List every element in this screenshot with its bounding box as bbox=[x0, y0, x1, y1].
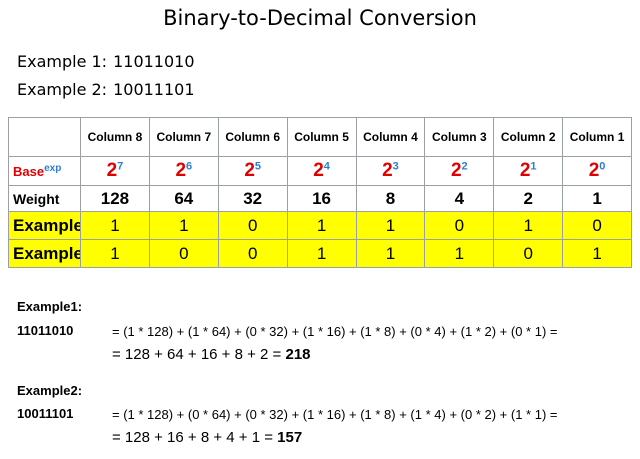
work-2-sum-expression: = 128 + 16 + 8 + 4 + 1 = bbox=[112, 429, 273, 446]
weight-cell: 1 bbox=[562, 185, 632, 212]
bit-cell: 1 bbox=[80, 239, 150, 268]
column-header: Column 2 bbox=[493, 117, 564, 157]
weight-cell: 4 bbox=[424, 185, 495, 212]
work-2-expansion: = (1 * 128) + (0 * 64) + (0 * 32) + (1 *… bbox=[112, 407, 558, 422]
work-1-binary: 11011010 bbox=[17, 323, 74, 338]
power-cell: 23 bbox=[355, 156, 426, 186]
work-2-binary: 10011101 bbox=[17, 406, 74, 421]
weight-row: Weight 128 64 32 16 8 4 2 1 bbox=[8, 185, 632, 212]
work-2-label: Example2: bbox=[17, 383, 83, 398]
work-2-sum: = 128 + 16 + 8 + 4 + 1 = 157 bbox=[112, 429, 302, 446]
column-header: Column 1 bbox=[562, 117, 632, 157]
bit-cell: 1 bbox=[493, 211, 564, 240]
weight-cell: 128 bbox=[80, 185, 150, 212]
power-cell: 25 bbox=[217, 156, 288, 186]
power-cell: 22 bbox=[424, 156, 495, 186]
base-row: Baseexp 27 26 25 24 23 22 21 20 bbox=[8, 156, 632, 186]
example1-row: Example1 1 1 0 1 1 0 1 0 bbox=[8, 211, 632, 240]
example-1-line: Example 1: 11011010 bbox=[17, 52, 195, 71]
bit-cell: 0 bbox=[217, 211, 288, 240]
work-1-label: Example1: bbox=[17, 299, 83, 314]
work-1-expansion: = (1 * 128) + (1 * 64) + (0 * 32) + (1 *… bbox=[112, 324, 558, 339]
work-2-result: 157 bbox=[277, 429, 303, 446]
example-2-label: Example 2: bbox=[17, 80, 108, 99]
bit-cell: 1 bbox=[355, 239, 426, 268]
weight-cell: 64 bbox=[148, 185, 219, 212]
work-1-result: 218 bbox=[285, 346, 311, 363]
example-1-value: 11011010 bbox=[113, 52, 195, 71]
weight-row-label: Weight bbox=[8, 185, 81, 212]
power-cell: 26 bbox=[148, 156, 219, 186]
power-cell: 27 bbox=[80, 156, 150, 186]
work-1-sum: = 128 + 64 + 16 + 8 + 2 = 218 bbox=[112, 346, 311, 363]
example-2-line: Example 2: 10011101 bbox=[17, 80, 195, 99]
power-cell: 24 bbox=[286, 156, 357, 186]
bit-cell: 0 bbox=[424, 211, 495, 240]
column-header: Column 5 bbox=[286, 117, 357, 157]
column-header: Column 3 bbox=[424, 117, 495, 157]
column-header: Column 7 bbox=[148, 117, 219, 157]
column-header: Column 8 bbox=[80, 117, 150, 157]
bit-cell: 1 bbox=[355, 211, 426, 240]
bit-cell: 1 bbox=[80, 211, 150, 240]
example2-row-label: Example2 bbox=[8, 239, 81, 268]
column-header: Column 4 bbox=[355, 117, 426, 157]
example-1-label: Example 1: bbox=[17, 52, 108, 71]
work-1-sum-expression: = 128 + 64 + 16 + 8 + 2 = bbox=[112, 346, 282, 363]
example-2-value: 10011101 bbox=[113, 80, 195, 99]
bit-cell: 1 bbox=[286, 211, 357, 240]
column-header-row: Column 8 Column 7 Column 6 Column 5 Colu… bbox=[8, 117, 632, 157]
column-header: Column 6 bbox=[217, 117, 288, 157]
weight-cell: 2 bbox=[493, 185, 564, 212]
bit-cell: 1 bbox=[148, 211, 219, 240]
bit-cell: 0 bbox=[217, 239, 288, 268]
page-title: Binary-to-Decimal Conversion bbox=[163, 6, 477, 30]
conversion-table: Column 8 Column 7 Column 6 Column 5 Colu… bbox=[8, 117, 632, 268]
weight-cell: 8 bbox=[355, 185, 426, 212]
bit-cell: 0 bbox=[562, 211, 632, 240]
weight-cell: 16 bbox=[286, 185, 357, 212]
bit-cell: 1 bbox=[424, 239, 495, 268]
bit-cell: 1 bbox=[286, 239, 357, 268]
bit-cell: 0 bbox=[148, 239, 219, 268]
base-row-label: Baseexp bbox=[8, 156, 81, 186]
power-cell: 20 bbox=[562, 156, 632, 186]
power-cell: 21 bbox=[493, 156, 564, 186]
weight-cell: 32 bbox=[217, 185, 288, 212]
example1-row-label: Example1 bbox=[8, 211, 81, 240]
bit-cell: 0 bbox=[493, 239, 564, 268]
example2-row: Example2 1 0 0 1 1 1 0 1 bbox=[8, 239, 632, 268]
corner-cell bbox=[8, 117, 81, 157]
bit-cell: 1 bbox=[562, 239, 632, 268]
